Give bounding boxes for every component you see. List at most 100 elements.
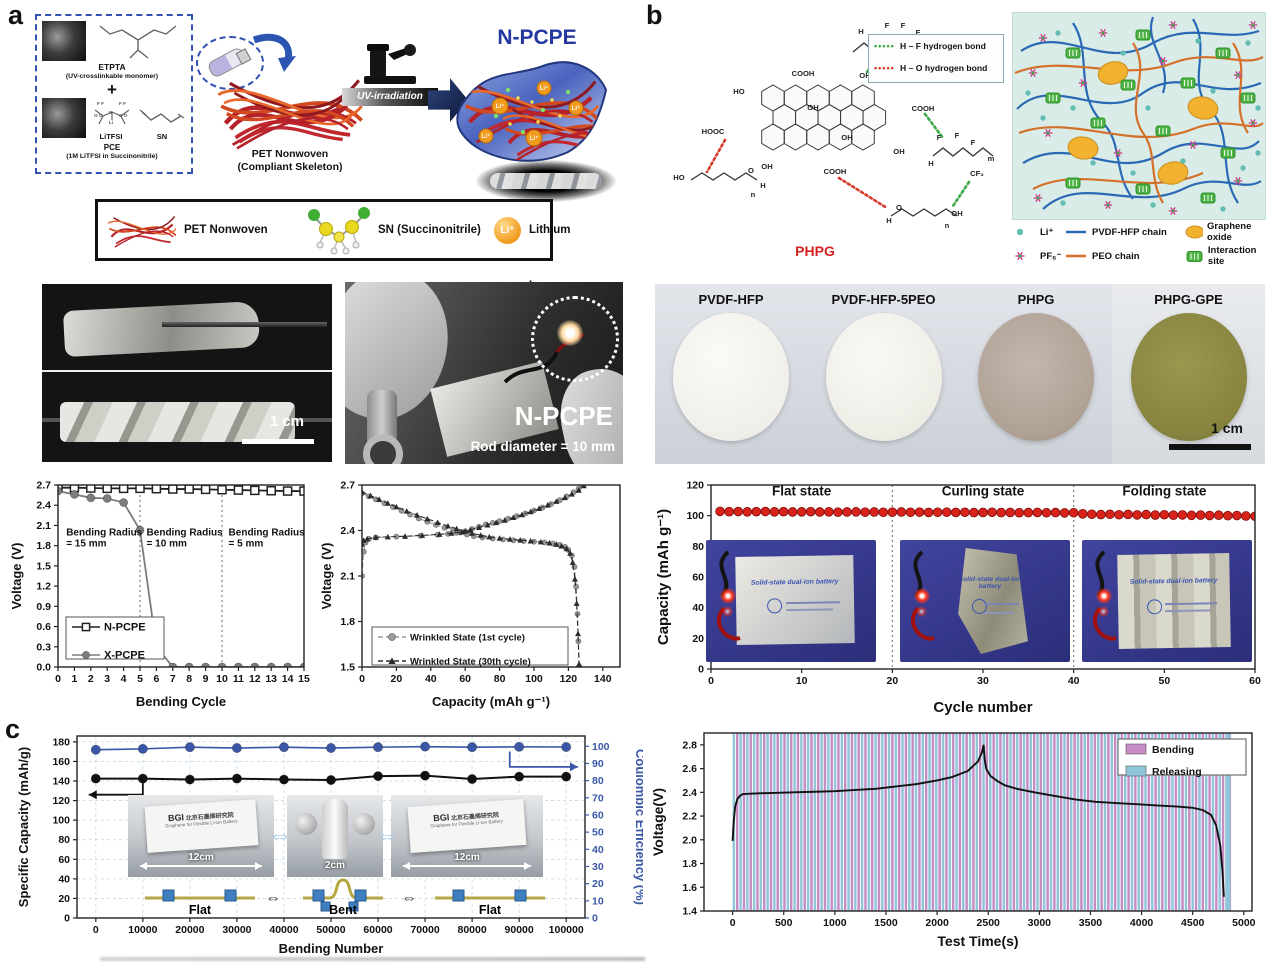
svg-text:1: 1 bbox=[71, 673, 77, 685]
svg-text:20: 20 bbox=[58, 893, 70, 905]
svg-text:1.8: 1.8 bbox=[340, 616, 355, 628]
schematic-arrow-1: ⇔ bbox=[265, 890, 281, 907]
molecule-group-label: F bbox=[937, 133, 942, 142]
schematic-arrow-2: ⇔ bbox=[401, 890, 417, 907]
svg-text:0: 0 bbox=[64, 913, 70, 925]
plus-sign: + bbox=[107, 80, 117, 99]
legend-item-pvdf-line: PVDF-HFP chain bbox=[1064, 225, 1184, 239]
bent-cell-cylinder bbox=[322, 799, 348, 859]
ho-bond-label: H – O hydrogen bond bbox=[900, 63, 988, 73]
panel-a-key: PET Nonwoven SN (Succinonitrile) Li⁺ Lit… bbox=[95, 199, 571, 292]
svg-text:160: 160 bbox=[52, 756, 70, 768]
cycle-capacity-chart: 0 10 20 30 40 50 60 0 20 40 60 80 100 120 Cycle number… bbox=[655, 480, 1261, 717]
svg-text:15: 15 bbox=[298, 673, 310, 685]
membrane-disc bbox=[1130, 313, 1247, 441]
photo-npcpe-label: N-PCPE bbox=[514, 401, 613, 431]
membrane-tile: PVDF-HFP bbox=[655, 284, 807, 464]
svg-text:0.9: 0.9 bbox=[36, 601, 51, 613]
svg-text:120: 120 bbox=[686, 480, 704, 492]
battery-state-photo: Solid-state dual-ion battery bbox=[706, 540, 876, 662]
molecule-group-label: m bbox=[988, 154, 995, 163]
svg-text:0.3: 0.3 bbox=[36, 641, 51, 653]
uv-irradiation-banner: UV-irradiation bbox=[342, 88, 438, 106]
molecule-group-label: H bbox=[928, 159, 933, 168]
svg-text:20: 20 bbox=[692, 633, 704, 645]
legend-label: PEO chain bbox=[1092, 250, 1140, 262]
svg-text:100: 100 bbox=[686, 510, 704, 522]
svg-text:Li⁺: Li⁺ bbox=[540, 85, 549, 92]
molecule-group-label: OH bbox=[893, 147, 904, 156]
swap-arrow-2: ⇔ bbox=[375, 822, 399, 849]
molecule-group-label: O bbox=[748, 166, 754, 175]
svg-text:30: 30 bbox=[977, 675, 989, 687]
membrane-tile: PHPG bbox=[960, 284, 1112, 464]
width-label: 12cm bbox=[188, 852, 214, 863]
svg-text:2.4: 2.4 bbox=[340, 525, 355, 537]
svg-text:Cycle number: Cycle number bbox=[933, 699, 1032, 716]
svg-text:4500: 4500 bbox=[1181, 917, 1205, 929]
flat-bent-schematic: ⇔ ⇔ Flat Bent Flat bbox=[145, 878, 545, 916]
molecule-group-label: HO bbox=[733, 87, 744, 96]
svg-text:11: 11 bbox=[233, 673, 244, 685]
pour-arrow-icon bbox=[252, 33, 296, 72]
svg-text:Li⁺: Li⁺ bbox=[530, 135, 539, 142]
svg-text:Voltage (V): Voltage (V) bbox=[319, 543, 334, 610]
etpta-structure bbox=[99, 25, 177, 59]
svg-text:2.8: 2.8 bbox=[682, 739, 697, 751]
svg-text:Specific Capacity (mAh/g): Specific Capacity (mAh/g) bbox=[16, 747, 31, 907]
pouch-text: Solid-state dual-ion battery bbox=[958, 575, 1022, 590]
svg-text:Voltage (V): Voltage (V) bbox=[9, 543, 24, 610]
svg-text:Releasing: Releasing bbox=[1152, 766, 1202, 778]
panel-b-label: b bbox=[646, 0, 663, 30]
svg-text:90000: 90000 bbox=[505, 924, 534, 936]
svg-text:20: 20 bbox=[592, 878, 604, 890]
legend-item-peo-line: PEO chain bbox=[1064, 249, 1184, 263]
rod-in-roll bbox=[162, 322, 327, 327]
svg-text:1.4: 1.4 bbox=[682, 906, 697, 918]
svg-text:80: 80 bbox=[592, 775, 604, 787]
svg-text:9: 9 bbox=[203, 673, 209, 685]
flat2-label: Flat bbox=[479, 903, 502, 916]
molecule-group-label: CF₃ bbox=[970, 169, 984, 178]
svg-text:2.7: 2.7 bbox=[340, 480, 355, 492]
site-rect-icon bbox=[1186, 251, 1203, 262]
panel-c-label: c bbox=[5, 714, 21, 744]
membrane-label: PHPG bbox=[1017, 292, 1055, 307]
svg-text:140: 140 bbox=[52, 776, 70, 788]
molecule-group-label: H bbox=[886, 216, 891, 225]
svg-text:60: 60 bbox=[58, 854, 70, 866]
bending-test-photo: BGI 北京石墨烯研究院 Graphene for Flexible Li-Ion… bbox=[128, 795, 274, 877]
legend-item-site-rect: Interaction site bbox=[1184, 245, 1264, 267]
svg-text:Curling state: Curling state bbox=[942, 484, 1025, 499]
svg-text:Capacity (mAh g⁻¹): Capacity (mAh g⁻¹) bbox=[432, 694, 550, 709]
molecule-group-label: F bbox=[971, 138, 976, 147]
bending-number-chart: 0 10000 20000 30000 40000 50000 60000 70000 8000… bbox=[16, 735, 643, 956]
pouch-cell: Solid-state dual-ion battery bbox=[735, 554, 855, 646]
pf6-star-icon bbox=[1015, 251, 1025, 261]
molecule-group-label: OH bbox=[761, 162, 772, 171]
litfsi-label: LiTFSI bbox=[99, 132, 123, 141]
svg-text:3000: 3000 bbox=[1028, 917, 1052, 929]
width-arrow bbox=[403, 862, 531, 870]
sn-label: SN bbox=[156, 132, 168, 141]
svg-text:20: 20 bbox=[391, 673, 403, 685]
membranes-photo: PVDF-HFP PVDF-HFP-5PEO PHPG PHPG-GPE 1 cm bbox=[655, 284, 1265, 464]
institute-emblem bbox=[971, 598, 987, 614]
institute-emblem bbox=[766, 598, 782, 614]
svg-text:90: 90 bbox=[592, 758, 604, 770]
membrane-disc bbox=[673, 313, 789, 441]
svg-text:20000: 20000 bbox=[175, 924, 204, 936]
svg-text:70: 70 bbox=[592, 792, 604, 804]
litfsi-atom-label: F F bbox=[97, 101, 104, 106]
molecule-group-label: F bbox=[916, 28, 921, 37]
legend-label: Graphene oxide bbox=[1207, 221, 1252, 243]
svg-text:2.6: 2.6 bbox=[682, 763, 697, 775]
svg-text:1.5: 1.5 bbox=[340, 662, 355, 674]
ho-bond-row: ••••• H – O hydrogen bond bbox=[869, 57, 1003, 79]
svg-text:1.8: 1.8 bbox=[682, 858, 697, 870]
molecule-group-label: O bbox=[896, 203, 902, 212]
legend-row: PF₆⁻ PEO chain Interaction site bbox=[1012, 244, 1264, 268]
flat1-label: Flat bbox=[189, 903, 212, 916]
svg-text:X-PCPE: X-PCPE bbox=[104, 650, 145, 662]
